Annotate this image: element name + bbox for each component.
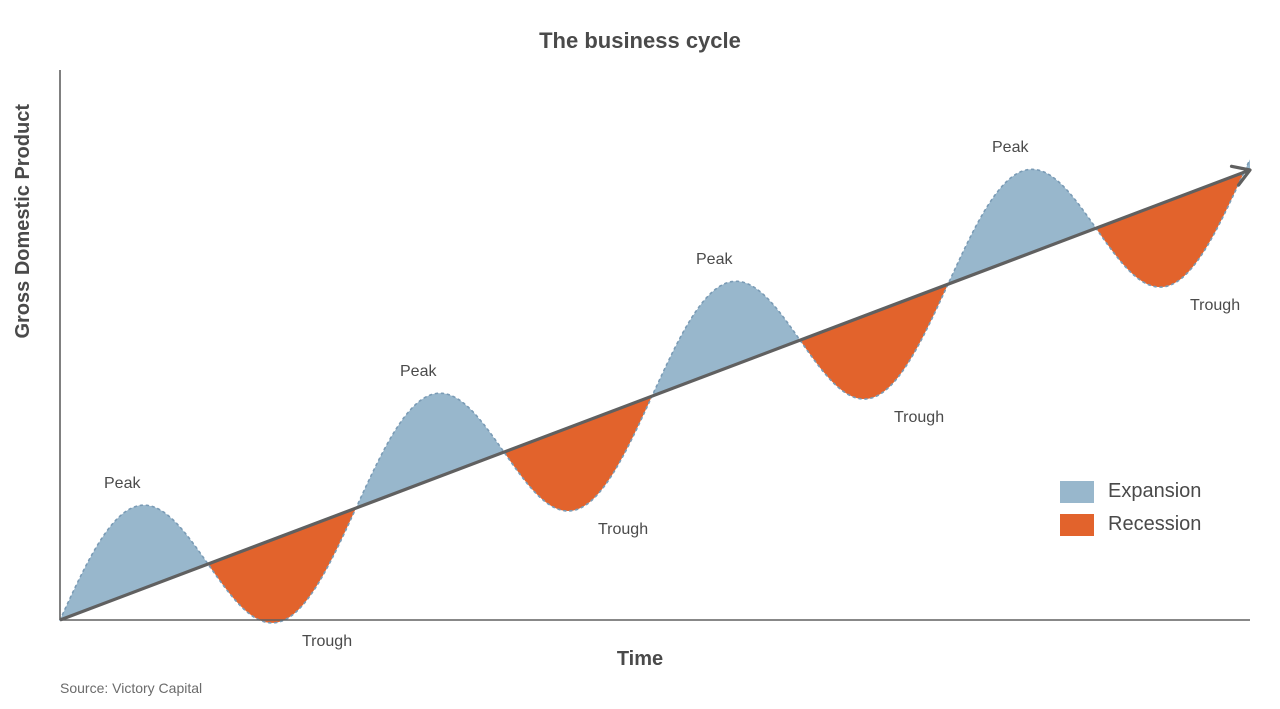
trough-label: Trough	[1190, 297, 1240, 315]
legend-swatch	[1060, 481, 1094, 503]
peak-label: Peak	[696, 251, 732, 269]
legend-item: Recession	[1060, 513, 1201, 536]
peak-label: Peak	[400, 363, 436, 381]
trough-label: Trough	[598, 521, 648, 539]
chart-svg	[0, 0, 1280, 709]
expansion-lobe	[60, 505, 208, 620]
trend-line	[60, 170, 1250, 620]
recession-lobe	[1096, 172, 1244, 287]
legend-label: Expansion	[1108, 480, 1201, 503]
peak-label: Peak	[992, 139, 1028, 157]
recession-lobe	[800, 284, 948, 399]
peak-label: Peak	[104, 475, 140, 493]
expansion-lobe	[652, 281, 800, 396]
recession-lobe	[208, 508, 356, 623]
trough-label: Trough	[894, 409, 944, 427]
recession-lobe	[504, 396, 652, 511]
legend: Expansion Recession	[1060, 480, 1201, 546]
legend-label: Recession	[1108, 513, 1201, 536]
expansion-lobe	[948, 169, 1096, 284]
legend-swatch	[1060, 514, 1094, 536]
trough-label: Trough	[302, 633, 352, 651]
chart-container: The business cycle Gross Domestic Produc…	[0, 0, 1280, 709]
legend-item: Expansion	[1060, 480, 1201, 503]
expansion-lobe	[356, 393, 504, 508]
